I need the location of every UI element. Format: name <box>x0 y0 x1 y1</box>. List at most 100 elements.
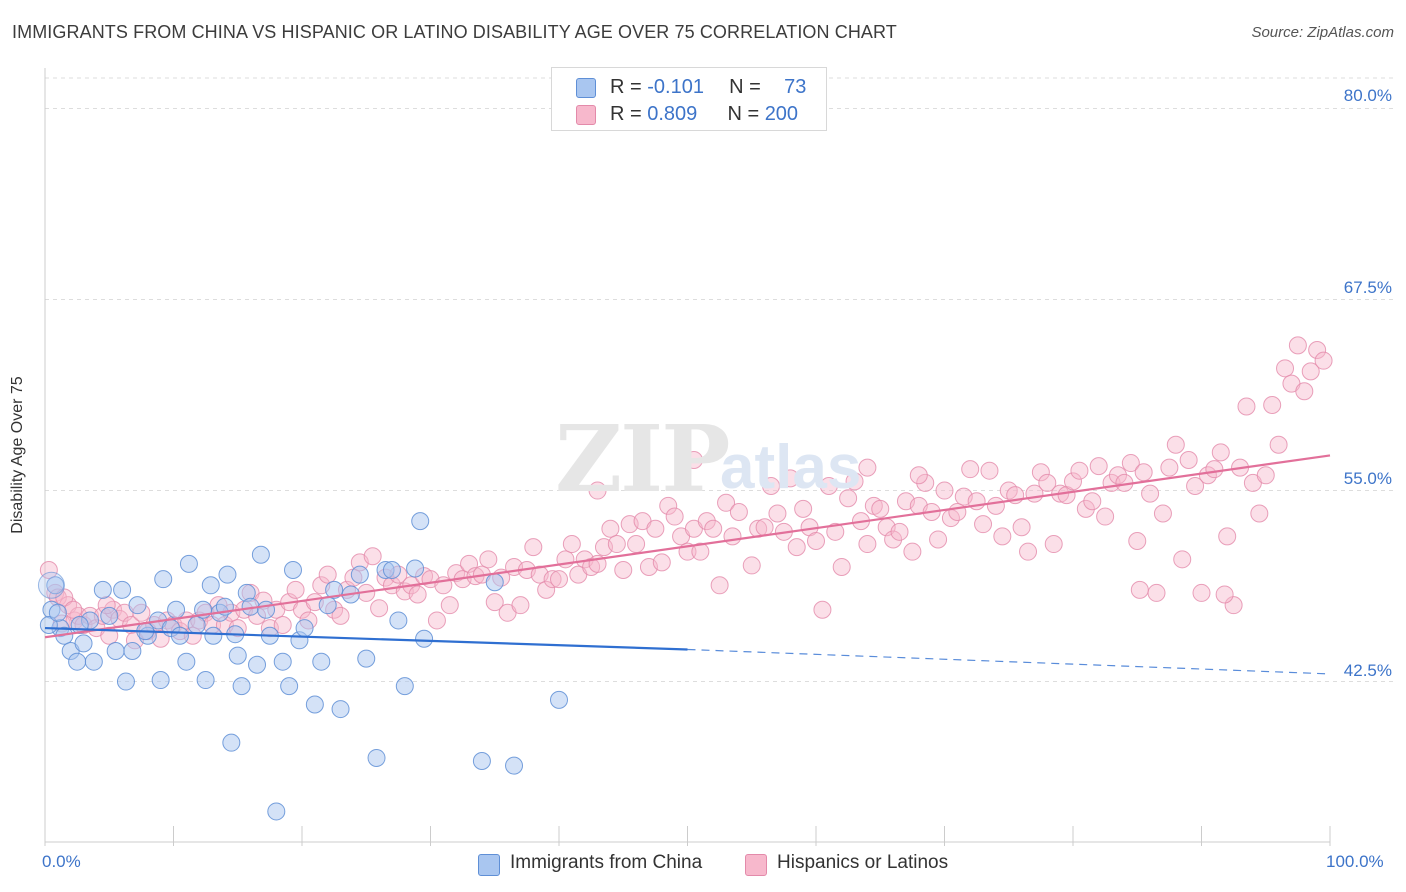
china-point <box>228 646 247 665</box>
china-point <box>318 596 337 615</box>
hispanic-point <box>916 473 935 492</box>
hispanic-point <box>1064 472 1082 491</box>
hispanic-point <box>1308 340 1327 359</box>
hispanic-point <box>871 499 890 518</box>
china-point <box>100 606 119 625</box>
china-trend-line <box>44 626 688 651</box>
hispanic-point <box>363 547 382 566</box>
hispanic-point <box>781 469 800 488</box>
hispanic-point <box>839 489 858 508</box>
hispanic-point <box>755 518 774 537</box>
hispanic-point <box>479 550 498 569</box>
legend-swatch-blue <box>478 854 500 876</box>
china-point <box>305 695 324 714</box>
hispanic-point <box>704 519 723 538</box>
hispanic-point <box>845 472 864 491</box>
china-point <box>248 655 267 674</box>
correlation-legend: R = -0.101 N = 73 R = 0.809 N = 200 <box>551 67 827 131</box>
hispanic-point <box>742 556 761 575</box>
hispanic-point <box>318 565 337 584</box>
china-point <box>46 576 65 595</box>
hispanic-point <box>562 535 581 554</box>
legend-n-label: N = <box>729 76 767 98</box>
hispanic-trend-line <box>44 454 1331 639</box>
china-point <box>331 700 350 719</box>
hispanic-point <box>440 596 459 615</box>
hispanic-point <box>1121 454 1140 473</box>
hispanic-point <box>1288 336 1307 355</box>
hispanic-point <box>1224 596 1243 615</box>
hispanic-point <box>1269 435 1288 454</box>
hispanic-point <box>511 596 530 615</box>
hispanic-point <box>729 502 748 521</box>
hispanic-point <box>1166 435 1185 454</box>
china-point <box>389 611 408 630</box>
hispanic-point <box>723 527 742 546</box>
hispanic-point <box>1215 585 1234 604</box>
hispanic-point <box>1211 443 1230 462</box>
trend-lines <box>44 454 1331 675</box>
hispanic-point <box>652 553 671 572</box>
china-point-large <box>37 571 65 599</box>
chart-source: Source: ZipAtlas.com <box>1251 24 1394 41</box>
hispanic-point <box>684 451 703 469</box>
hispanic-point <box>1130 580 1149 599</box>
watermark-zip: ZIP <box>555 405 730 513</box>
legend-series-name: Hispanics or Latinos <box>777 852 949 873</box>
china-point <box>196 671 215 690</box>
hispanic-point <box>710 576 729 595</box>
hispanic-point <box>1295 382 1314 401</box>
hispanic-point <box>935 481 954 500</box>
hispanic-point <box>807 531 825 550</box>
hispanic-point <box>1186 476 1205 495</box>
hispanic-point <box>826 522 845 541</box>
china-point <box>350 565 369 584</box>
china-point <box>485 573 504 592</box>
legend-n-value: 200 <box>764 103 799 125</box>
hispanic-point <box>929 530 948 549</box>
hispanic-point <box>1083 492 1102 511</box>
legend-r-label: R = <box>610 103 648 125</box>
hispanic-point <box>1301 362 1320 381</box>
china-point <box>415 629 434 648</box>
china-point <box>177 652 196 671</box>
china-point <box>116 672 135 691</box>
hispanic-point <box>1031 463 1050 482</box>
legend-r-value: 0.809 <box>647 103 698 125</box>
hispanic-point <box>1160 458 1179 477</box>
hispanic-point <box>1076 499 1095 518</box>
hispanic-point <box>1070 461 1089 480</box>
china-point <box>411 512 430 531</box>
legend-swatch-pink <box>745 854 767 876</box>
china-point <box>113 580 132 599</box>
china-point <box>154 570 173 589</box>
china-point <box>284 561 303 580</box>
hispanic-point <box>948 502 967 521</box>
hispanic-point <box>1218 527 1237 546</box>
hispanic-point <box>1237 397 1256 416</box>
legend-r-value: -0.101 <box>647 76 704 98</box>
hispanic-point <box>832 557 851 576</box>
hispanic-point <box>331 606 350 625</box>
y-axis-label: Disability Age Over 75 <box>9 376 26 534</box>
hispanic-point <box>1276 359 1295 378</box>
chart-title: IMMIGRANTS FROM CHINA VS HISPANIC OR LAT… <box>12 22 897 42</box>
china-point <box>295 619 314 638</box>
hispanic-point <box>1134 463 1153 482</box>
china-point <box>123 642 142 660</box>
hispanic-point <box>614 561 633 580</box>
china-point <box>93 580 112 599</box>
x-tick-label: 100.0% <box>1326 852 1384 871</box>
hispanic-point <box>819 476 838 495</box>
china-point <box>550 690 568 709</box>
hispanic-point <box>1038 473 1057 492</box>
hispanic-point <box>858 458 877 477</box>
china-point <box>170 626 189 645</box>
china-point <box>325 580 344 599</box>
hispanic-point <box>543 570 562 589</box>
hispanic-point <box>1147 583 1166 602</box>
hispanic-point <box>993 527 1012 546</box>
hispanic-point <box>427 611 446 630</box>
legend-swatch-blue <box>576 78 596 98</box>
watermark-atlas: atlas <box>720 433 862 502</box>
